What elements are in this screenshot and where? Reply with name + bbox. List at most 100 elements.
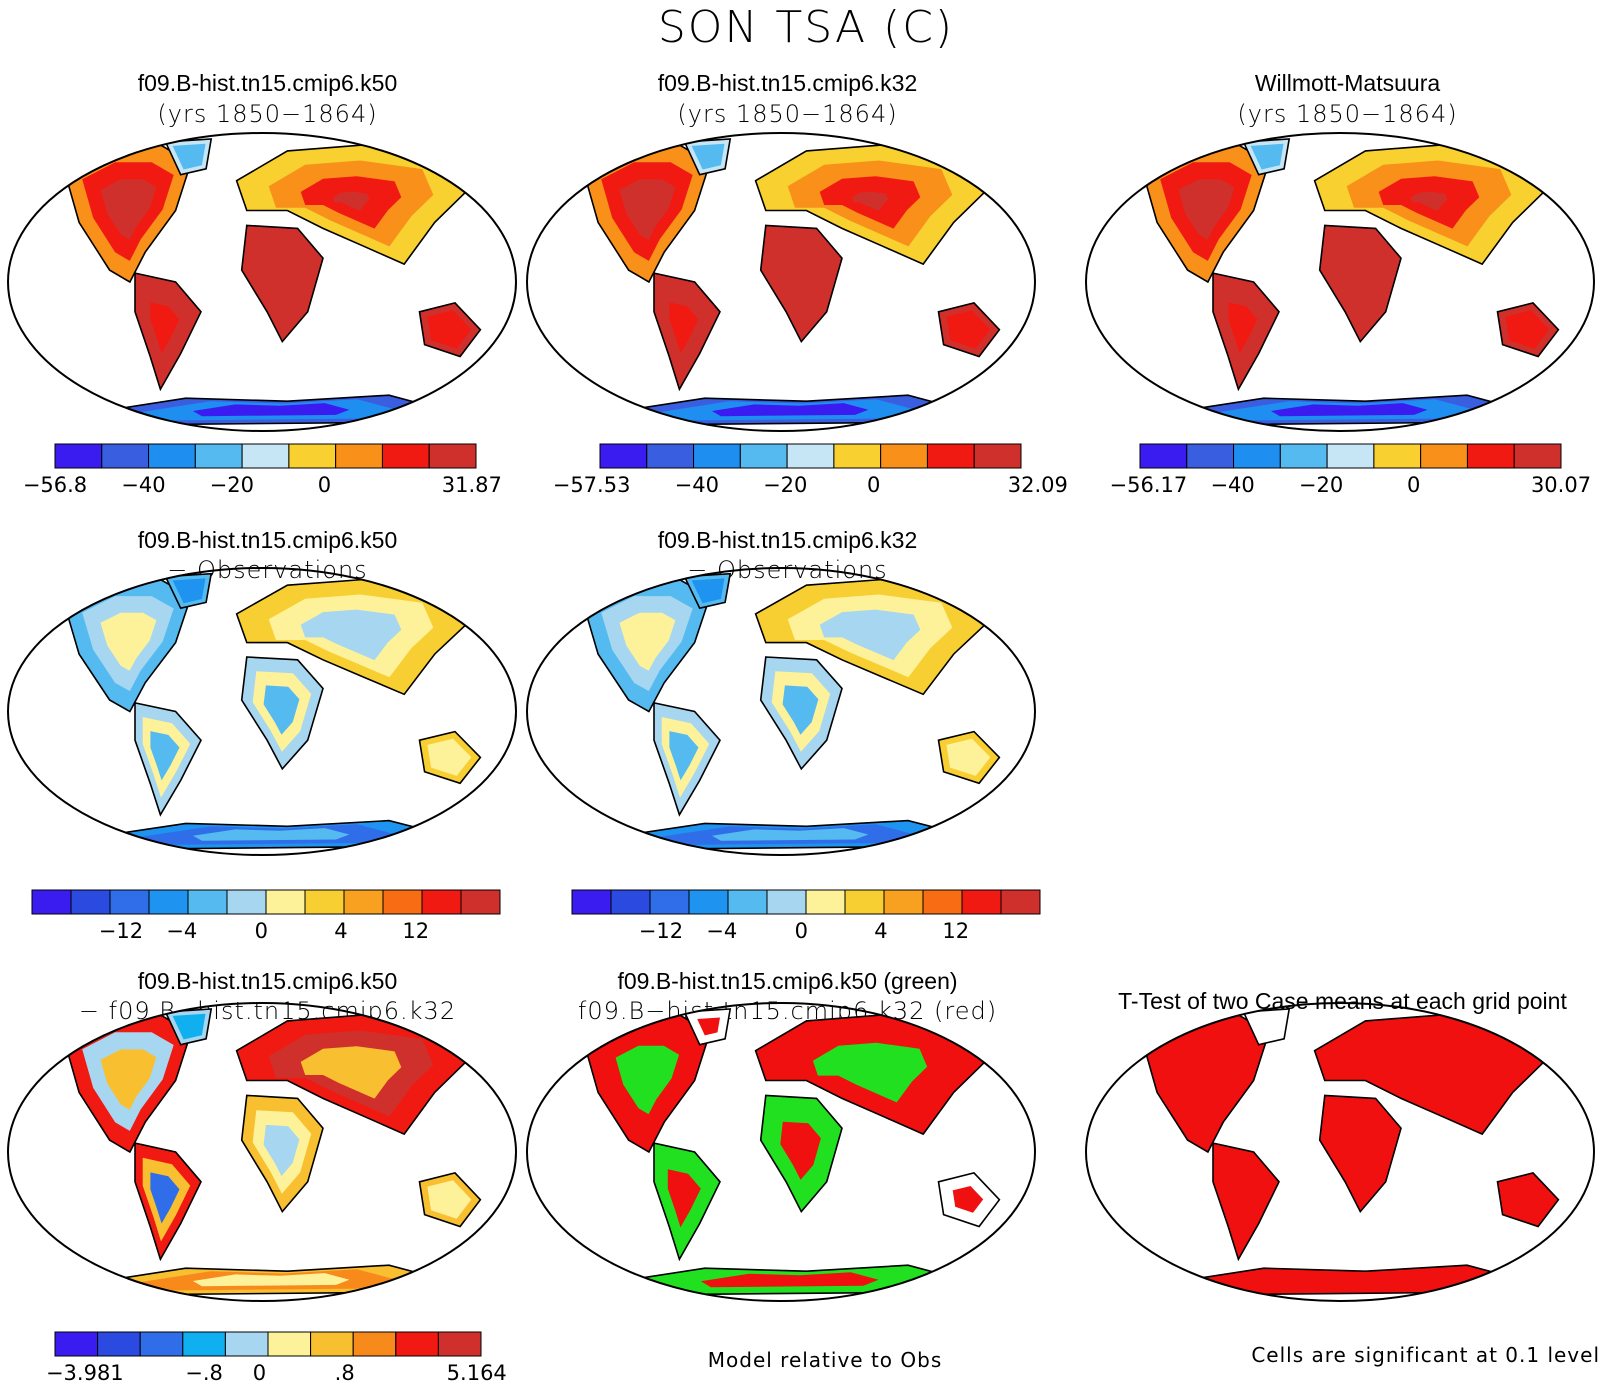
colorbar-tick-label: −56.17 [1110,473,1188,497]
continent-eurasia-band [819,609,921,661]
colorbar-tick-label: 0 [1407,473,1420,497]
continent-eurasia-band [332,191,370,211]
colorbar-swatch [335,443,383,469]
colorbar-3: −56.17 −40 −20 0 30.07 [1110,443,1591,497]
colorbar-swatch [381,443,430,469]
continent-greenland-band [691,578,725,604]
colorbar-swatch [1139,443,1188,469]
colorbar-swatch [304,889,345,915]
continent-australia-band [427,1180,472,1219]
colorbar-swatch [101,443,150,469]
colorbar-swatch [766,889,807,915]
colorbar-swatch [883,889,924,915]
continent-greenland-band [1250,143,1284,170]
continent-australia-band [427,738,472,776]
panel-7-title: f09.B-hist.tn15.cmip6.k50 (green) [617,968,958,994]
map-panel-8 [1085,1002,1595,1302]
model-relative-note: Model relative to Obs [707,1348,943,1372]
map-outline [526,1002,1036,1302]
continent-antarctica-band [711,828,869,841]
colorbar-swatch [437,1331,482,1357]
continent-namerica-band [100,1049,157,1110]
continent-antarctica-band [192,403,350,417]
colorbar-tick-label: 0 [795,919,808,943]
continent-africa-band [252,240,312,324]
map-panel-2 [526,132,1036,432]
colorbar-swatch [1233,443,1281,469]
panel-8-title: T-Test of two Case means at each grid po… [1118,988,1567,1014]
colorbar-tick-label: −20 [210,473,254,497]
colorbar-swatch [187,889,228,915]
colorbar-swatch [428,443,477,469]
colorbar-tick-label: −40 [675,473,719,497]
continent-samerica-band [669,731,699,781]
continent-africa-band [771,240,831,324]
colorbar-tick-label: 31.87 [442,473,502,497]
continent-samerica-band [150,731,180,781]
map-outline [7,1002,517,1302]
continent-samerica-band [667,1169,701,1228]
colorbar-swatch [973,443,1022,469]
panel-3-subtitle: (yrs 1850−1864) [1237,100,1458,128]
panel-4-title: f09.B-hist.tn15.cmip6.k50 [137,527,398,553]
colorbar-swatch [599,443,648,469]
continent-antarctica-band [192,828,350,841]
colorbar-swatch [224,1331,269,1357]
colorbar-tick-label: 0 [867,473,880,497]
continent-namerica-band [100,612,157,671]
colorbar-swatch [70,889,111,915]
colorbar-tick-label: −20 [763,473,807,497]
map-outline [526,567,1036,856]
continent-namerica [1140,1014,1270,1154]
colorbar-swatch [1186,443,1235,469]
panel-2-subtitle: (yrs 1850−1864) [677,100,898,128]
panel-7-subtitle: f09.B−hist.tn15.cmip6.k32 (red) [577,997,998,1025]
colorbar-swatch [54,443,103,469]
continent-namerica-band [619,612,676,671]
colorbar-swatch [926,443,975,469]
colorbar-tick-label: −4 [706,919,737,943]
continent-namerica-band [1178,179,1235,240]
colorbar-tick-label: −12 [639,919,683,943]
continent-africa [1318,1094,1402,1214]
significance-note: Cells are significant at 0.1 level [1251,1343,1600,1367]
continent-samerica-band [1228,302,1258,354]
colorbar-2: −57.53 −40 −20 0 32.09 [553,443,1068,497]
continent-antarctica-band [192,1273,350,1287]
colorbar-swatch [1420,443,1468,469]
colorbar-tick-label: −3.981 [46,1361,124,1385]
colorbar-tick-label: −12 [99,919,143,943]
continent-eurasia-band [300,609,402,661]
panel-1-subtitle: (yrs 1850−1864) [157,100,378,128]
colorbar-tick-label: −20 [1299,473,1343,497]
map-panel-7 [526,1002,1036,1302]
colorbar-1: −56.8 −40 −20 0 31.87 [23,443,502,497]
continent-eurasia-band [300,1046,402,1099]
colorbar-swatch [267,1331,312,1357]
continent-greenland-band [172,1013,206,1040]
colorbar-swatch [646,443,695,469]
colorbar-tick-label: 0 [318,473,331,497]
panel-2-title: f09.B-hist.tn15.cmip6.k32 [657,70,918,96]
colorbar-swatch [571,889,612,915]
colorbar-swatch [649,889,690,915]
continent-antarctica-band [1270,403,1428,417]
colorbar-swatch [1326,443,1375,469]
map-panel-6 [7,1002,517,1302]
continent-australia-band [427,310,472,349]
continent-greenland-band [172,143,206,170]
continent-namerica-band [100,179,157,240]
map-panel-3 [1085,132,1595,432]
colorbar-swatch [844,889,885,915]
map-outline [1085,1002,1595,1302]
colorbar-swatch [786,443,835,469]
continent-antarctica-band [711,403,869,417]
continent-samerica-band [150,1172,180,1224]
colorbar-tick-label: 4 [874,919,887,943]
colorbar-tick-label: 5.164 [447,1361,507,1385]
colorbar-swatch [109,889,150,915]
colorbar-swatch [421,889,462,915]
colorbar-swatch [961,889,1002,915]
continent-australia-band [1505,310,1550,349]
continent-australia-band [946,310,991,349]
